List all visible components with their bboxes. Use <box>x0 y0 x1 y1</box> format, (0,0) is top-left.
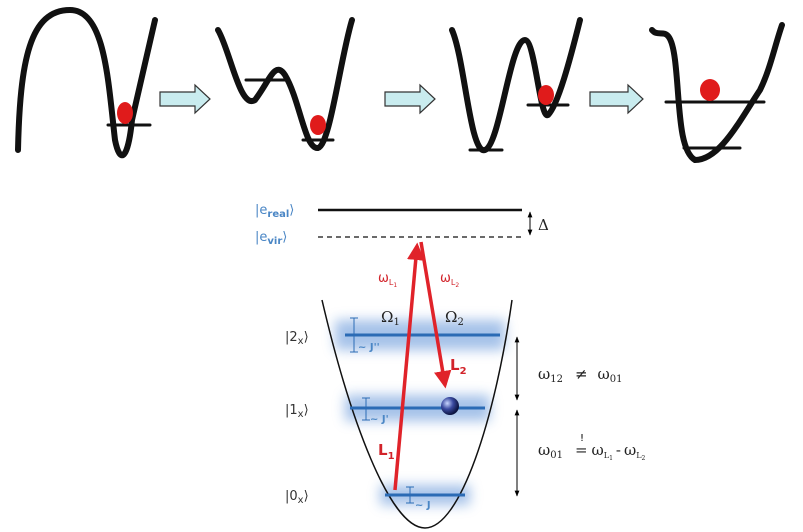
state-label: |0x⟩ <box>285 489 309 506</box>
transition-arrows <box>159 83 644 115</box>
detuning-label: Δ <box>538 216 549 234</box>
text-part: 1 <box>609 455 613 462</box>
text-part: ω <box>538 441 550 459</box>
state-label: |2x⟩ <box>285 330 309 347</box>
text-part: = <box>575 441 588 459</box>
rabi-label: Ω1 <box>381 308 400 328</box>
text-part: 2 <box>455 282 459 289</box>
text-part: Ω <box>445 308 457 326</box>
text-part: ω <box>378 271 389 286</box>
text-part: L <box>636 451 642 460</box>
text-part: 1 <box>393 282 397 289</box>
laser-frequency: ωL2 <box>440 271 459 289</box>
text-part: real <box>267 209 289 220</box>
text-part: vir <box>267 236 282 247</box>
harmonic-potential <box>321 299 513 529</box>
text-part: |e <box>255 203 267 218</box>
text-part: ⟩ <box>304 330 309 345</box>
text-part: 12 <box>550 374 563 385</box>
text-part: |1 <box>285 403 298 418</box>
text-part: ⟩ <box>289 203 294 218</box>
text-part: 2 <box>642 455 646 462</box>
text-part: ω <box>538 365 550 383</box>
rabi-label: Ω2 <box>445 308 464 328</box>
particles <box>117 79 720 135</box>
coupling-label: ~ J' <box>370 414 389 425</box>
laser-arrows <box>393 241 452 491</box>
text-part: x <box>298 495 304 506</box>
text-part: 2 <box>460 366 467 377</box>
text-part: ⟩ <box>304 489 309 504</box>
text-part: ω <box>592 441 604 459</box>
state-label: |1x⟩ <box>285 403 309 420</box>
relation: ω01 = ωL1- ωL2 <box>538 441 646 462</box>
text-part: |0 <box>285 489 298 504</box>
text-part: ⟩ <box>282 230 287 245</box>
coupling-label: ~ J'' <box>358 342 380 353</box>
laser-label: L2 <box>450 356 467 377</box>
text-part: L <box>378 441 388 459</box>
state-label: |ereal⟩ <box>255 203 294 220</box>
text-part: L <box>389 278 394 287</box>
text-part: ω <box>598 365 610 383</box>
text-part: 01 <box>610 374 623 385</box>
text-part: ω <box>624 441 636 459</box>
atom <box>441 397 459 415</box>
text-part: Ω <box>381 308 393 326</box>
text-part: |2 <box>285 330 298 345</box>
laser-frequency: ωL1 <box>378 271 397 289</box>
text-part: x <box>298 409 304 420</box>
text-part: - <box>616 441 621 459</box>
text-part: ≠ <box>575 365 588 383</box>
levels <box>345 333 500 497</box>
text-part: 2 <box>457 317 463 328</box>
laser-label: L1 <box>378 441 395 462</box>
text-part: x <box>298 336 304 347</box>
text-part: L <box>604 451 610 460</box>
potential-wells <box>15 6 785 164</box>
relation: ω12 ≠ ω01 <box>538 365 623 385</box>
text-part: 01 <box>550 450 563 461</box>
text-part: ω <box>440 271 451 286</box>
coupling-label: ~ J <box>415 500 431 511</box>
state-label: |evir⟩ <box>255 230 287 247</box>
text-part: |e <box>255 230 267 245</box>
relation-mark: ! <box>580 433 584 444</box>
text-part: ⟩ <box>304 403 309 418</box>
text-part: 1 <box>393 317 399 328</box>
text-part: L <box>450 356 460 374</box>
text-part: L <box>451 278 456 287</box>
width-bars <box>350 317 414 504</box>
text-part: 1 <box>388 451 395 462</box>
